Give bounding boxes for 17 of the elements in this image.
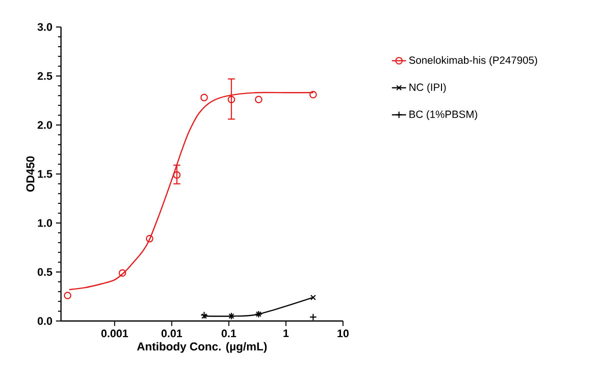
y-tick-label: 1.0 <box>38 219 52 227</box>
y-axis-title: OD450 <box>26 156 34 192</box>
y-tick-label: 2.5 <box>38 72 52 80</box>
legend-label: NC (IPI) <box>410 83 446 93</box>
x-tick-label: 10 <box>338 330 349 338</box>
x-tick-label: 0.01 <box>161 330 182 338</box>
y-tick-label: 0.5 <box>38 268 52 276</box>
y-tick-label: 0.0 <box>38 317 52 325</box>
y-tick-label: 1.5 <box>38 170 52 178</box>
x-tick-label: 0.001 <box>101 330 128 338</box>
x-tick-label: 1 <box>284 330 289 338</box>
x-tick-label: 0.1 <box>222 330 236 338</box>
x-axis-title: Antibody Conc. (µg/mL) <box>137 342 267 353</box>
legend-label: BC (1%PBSM) <box>410 110 478 120</box>
legend-label: Sonelokimab-his (P247905) <box>409 56 538 66</box>
y-tick-label: 2.0 <box>38 121 52 129</box>
y-tick-label: 3.0 <box>38 23 52 31</box>
